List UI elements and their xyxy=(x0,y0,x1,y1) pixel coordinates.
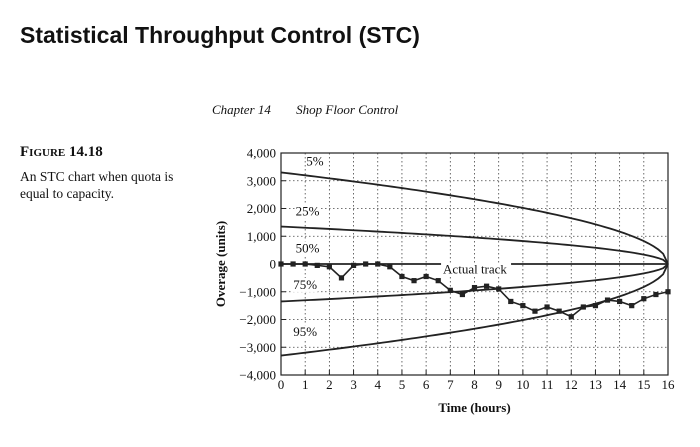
y-axis-label: Overage (units) xyxy=(213,221,228,307)
actual-track-point xyxy=(496,286,502,292)
actual-track-point xyxy=(568,314,574,320)
x-tick-label: 11 xyxy=(541,377,554,392)
x-tick-label: 2 xyxy=(326,377,333,392)
actual-track-point xyxy=(375,261,381,267)
running-head-chapter: Chapter 14 xyxy=(212,102,271,117)
x-tick-label: 1 xyxy=(302,377,309,392)
percentile-label: 25% xyxy=(296,203,320,218)
actual-track-point xyxy=(520,303,526,309)
percentile-label: 95% xyxy=(293,324,317,339)
actual-track-point xyxy=(314,262,320,268)
actual-track-point xyxy=(665,289,671,295)
percentile-curve xyxy=(280,263,669,303)
x-tick-label: 13 xyxy=(589,377,602,392)
x-tick-label: 4 xyxy=(375,377,382,392)
y-tick-label: 2,000 xyxy=(247,201,276,216)
running-head: Chapter 14 Shop Floor Control xyxy=(212,102,398,118)
slide-title: Statistical Throughput Control (STC) xyxy=(20,22,420,48)
actual-track-point xyxy=(641,296,647,302)
series-label-bg xyxy=(295,204,321,219)
x-tick-label: 14 xyxy=(613,377,627,392)
y-tick-label: −4,000 xyxy=(239,368,276,383)
y-tick-label: −3,000 xyxy=(239,340,276,355)
percentile-label: 5% xyxy=(306,153,324,168)
x-tick-label: 9 xyxy=(495,377,502,392)
figure-label: Figure 14.18 xyxy=(20,144,103,160)
actual-track-point xyxy=(592,303,599,309)
percentile-curve xyxy=(280,171,669,265)
actual-track-point xyxy=(483,283,490,289)
y-tick-label: 1,000 xyxy=(247,229,276,244)
x-axis-label: Time (hours) xyxy=(438,400,510,415)
series-label-bg xyxy=(441,262,512,277)
actual-track-point xyxy=(508,298,514,305)
x-tick-label: 7 xyxy=(447,377,454,392)
x-tick-label: 10 xyxy=(516,377,529,392)
series-label-bg xyxy=(292,277,318,292)
actual-track-point xyxy=(617,298,623,305)
y-tick-label: 0 xyxy=(270,257,277,272)
actual-track-point xyxy=(447,287,453,293)
y-tick-label: 3,000 xyxy=(247,173,276,188)
actual-track-point xyxy=(278,261,284,267)
x-tick-label: 12 xyxy=(565,377,578,392)
actual-track-point xyxy=(290,261,296,267)
actual-track-point xyxy=(629,303,635,309)
y-tick-label: −1,000 xyxy=(239,284,276,299)
actual-track-point xyxy=(544,304,550,310)
x-tick-label: 16 xyxy=(662,377,676,392)
actual-track-label: Actual track xyxy=(443,262,507,277)
x-tick-label: 6 xyxy=(423,377,430,392)
y-tick-label: 4,000 xyxy=(247,146,276,161)
actual-track-point xyxy=(604,297,611,303)
running-head-section: Shop Floor Control xyxy=(296,102,399,117)
actual-track-point xyxy=(387,264,393,270)
x-tick-label: 5 xyxy=(399,377,406,392)
actual-track-point xyxy=(326,264,332,270)
x-tick-label: 0 xyxy=(278,377,285,392)
actual-track-point xyxy=(653,291,659,298)
actual-track-point xyxy=(338,275,345,281)
series-label-bg xyxy=(305,154,324,169)
x-tick-label: 8 xyxy=(471,377,478,392)
percentile-curve xyxy=(280,225,669,265)
percentile-label: 50% xyxy=(296,240,320,255)
actual-track-point xyxy=(435,278,441,284)
x-tick-label: 3 xyxy=(350,377,357,392)
series-label-bg xyxy=(295,241,321,256)
actual-track-point xyxy=(532,308,538,314)
series-label-bg xyxy=(292,325,318,340)
actual-track-point xyxy=(363,261,369,267)
actual-track-point xyxy=(302,261,308,267)
actual-track-point xyxy=(399,273,405,280)
actual-track-point xyxy=(459,291,466,298)
actual-track-point xyxy=(423,273,429,280)
actual-track-point xyxy=(350,262,357,268)
figure-caption: An STC chart when quota is equal to capa… xyxy=(20,169,174,201)
actual-track-point xyxy=(580,304,586,310)
percentile-label: 75% xyxy=(293,277,317,292)
y-tick-label: −2,000 xyxy=(239,312,276,327)
actual-track-point xyxy=(556,308,562,314)
x-tick-label: 15 xyxy=(637,377,650,392)
actual-track-point xyxy=(471,284,478,291)
actual-track-point xyxy=(411,278,417,284)
